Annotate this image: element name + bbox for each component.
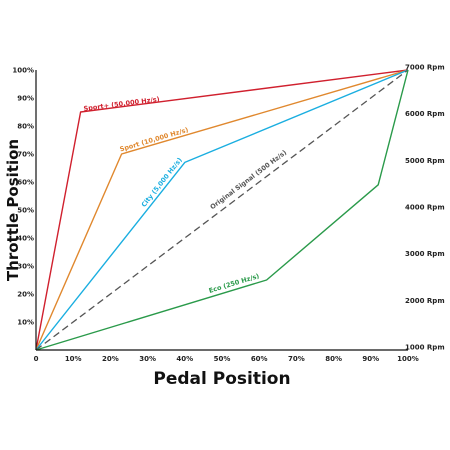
- y-tick-label: 90%: [17, 95, 34, 103]
- y-tick-label: 30%: [17, 263, 34, 271]
- series-line-0: [35, 69, 409, 351]
- series-line-4: [35, 69, 409, 351]
- y-tick-label: 70%: [17, 151, 34, 159]
- x-tick-label: 20%: [102, 355, 119, 363]
- rpm-tick-label: 2000 Rpm: [405, 297, 445, 305]
- x-tick-label: 30%: [139, 355, 156, 363]
- y-tick-labels: 10% 20% 30% 40% 50% 60% 70% 80% 90% 100%: [12, 67, 34, 327]
- x-tick-label: 50%: [214, 355, 231, 363]
- series-label: Sport (10,000 Hz/s): [119, 126, 190, 154]
- x-axis-title: Pedal Position: [153, 369, 290, 389]
- x-tick-label: 0: [34, 355, 39, 363]
- y-tick-label: 100%: [12, 67, 34, 75]
- x-tick-label: 70%: [288, 355, 305, 363]
- y-tick-label: 50%: [17, 207, 34, 215]
- series-labels: Sport+ (50,000 Hz/s) Sport (10,000 Hz/s)C…: [83, 95, 288, 295]
- x-tick-label: 40%: [176, 355, 193, 363]
- rpm-tick-label: 4000 Rpm: [405, 204, 445, 212]
- x-tick-labels: 0 10% 20% 30% 40% 50% 60% 70% 80% 90% 100%: [34, 355, 419, 363]
- y-tick-label: 40%: [17, 235, 34, 243]
- y-axis-title: Throttle Position: [4, 139, 22, 281]
- rpm-tick-label: 6000 Rpm: [405, 110, 445, 118]
- axes-layer: [35, 70, 408, 351]
- x-tick-label: 60%: [251, 355, 268, 363]
- series-label: Original Signal (500 Hz/s): [209, 148, 289, 211]
- x-tick-label: 10%: [65, 355, 82, 363]
- rpm-tick-label: 1000 Rpm: [405, 344, 445, 352]
- x-tick-label: 80%: [325, 355, 342, 363]
- rpm-tick-label: 3000 Rpm: [405, 250, 445, 258]
- right-axis-tick-labels: 1000 Rpm 2000 Rpm 3000 Rpm 4000 Rpm 5000 Rpm…: [405, 64, 445, 352]
- y-tick-label: 10%: [17, 319, 34, 327]
- series-line-3: [35, 69, 409, 351]
- x-tick-label: 100%: [397, 355, 419, 363]
- series-label: Sport+ (50,000 Hz/s): [83, 95, 160, 113]
- rpm-tick-label: 7000 Rpm: [405, 64, 445, 72]
- rpm-tick-label: 5000 Rpm: [405, 157, 445, 165]
- y-tick-label: 80%: [17, 123, 34, 131]
- series-label: Eco (250 Hz/s): [208, 272, 260, 295]
- y-tick-label: 60%: [17, 179, 34, 187]
- series-layer: [35, 69, 409, 351]
- series-line-2: [35, 69, 409, 351]
- x-tick-label: 90%: [362, 355, 379, 363]
- series-label: City (5,000 Hz/s): [140, 156, 184, 209]
- series-line-1: [35, 69, 409, 351]
- y-tick-label: 20%: [17, 291, 34, 299]
